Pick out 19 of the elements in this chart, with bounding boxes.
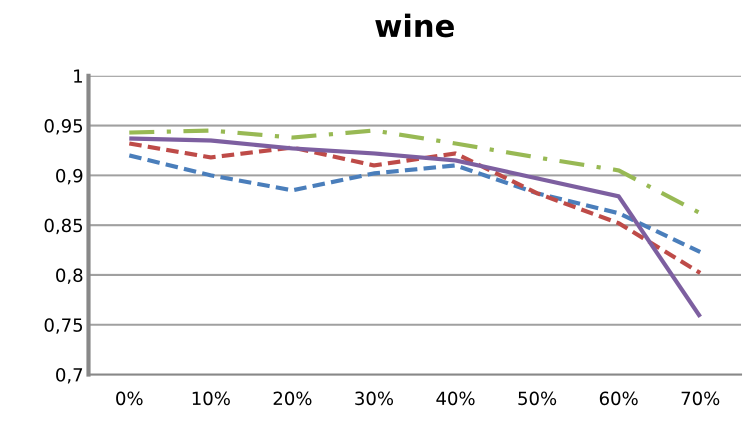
y-tick-label: 0,75 [44, 318, 82, 334]
x-tick-label: 70% [682, 392, 720, 406]
x-tick-label: 60% [600, 392, 638, 406]
x-tick-label: 50% [518, 392, 556, 406]
x-tick-label: 20% [274, 392, 312, 406]
x-tick-label: 0% [116, 392, 143, 406]
y-tick-label: 0,7 [56, 368, 82, 384]
x-tick-label: 10% [192, 392, 230, 406]
line-series [127, 153, 702, 254]
y-tick-label: 0,95 [44, 119, 82, 135]
x-tick-label: 40% [436, 392, 475, 406]
line-series [127, 136, 702, 319]
chart-title: wine [375, 14, 454, 38]
y-tick-label: 0,85 [44, 218, 82, 234]
y-tick-label: 0,8 [56, 268, 82, 284]
y-tick-label: 1 [74, 69, 82, 83]
line-series [127, 141, 702, 276]
y-tick-label: 0,9 [56, 168, 82, 184]
x-tick-label: 30% [355, 392, 394, 406]
